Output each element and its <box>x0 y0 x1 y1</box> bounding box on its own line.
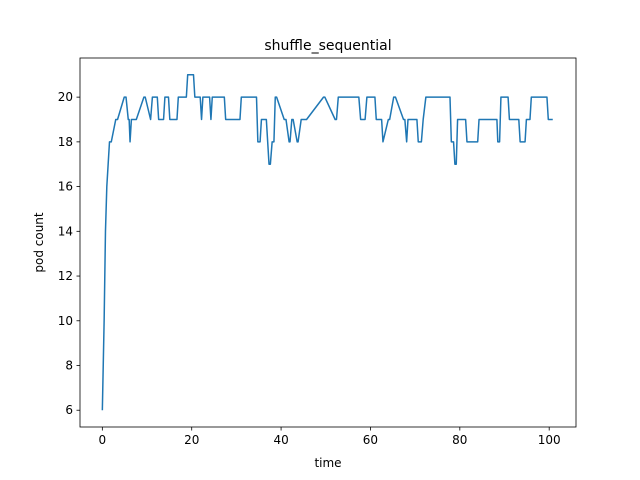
series-line-0 <box>101 74 553 411</box>
y-tick-label: 16 <box>58 180 73 194</box>
axes-frame <box>79 57 577 428</box>
y-tick-label: 6 <box>65 403 73 417</box>
axis-ticks: 0 20 40 60 80 100 6 8 10 12 14 16 18 20 <box>58 90 561 447</box>
x-tick-label: 40 <box>273 433 288 447</box>
y-tick-label: 10 <box>58 314 73 328</box>
x-tick-label: 0 <box>99 433 107 447</box>
x-tick-label: 100 <box>538 433 561 447</box>
y-tick-label: 8 <box>65 359 73 373</box>
x-tick-label: 60 <box>363 433 378 447</box>
y-tick-label: 12 <box>58 269 73 283</box>
y-axis-label: pod count <box>32 212 46 273</box>
plot-area <box>101 74 553 411</box>
chart-title: shuffle_sequential <box>264 38 391 54</box>
y-tick-label: 20 <box>58 90 73 104</box>
x-axis-label: time <box>314 456 341 470</box>
y-tick-label: 18 <box>58 135 73 149</box>
x-tick-label: 20 <box>184 433 199 447</box>
y-tick-label: 14 <box>58 224 73 238</box>
x-tick-label: 80 <box>452 433 467 447</box>
